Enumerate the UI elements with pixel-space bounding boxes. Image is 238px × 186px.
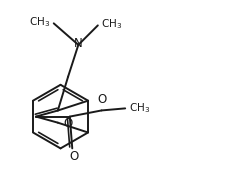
Text: O: O: [63, 117, 72, 130]
Text: O: O: [97, 93, 106, 106]
Text: CH$_3$: CH$_3$: [101, 17, 122, 31]
Text: CH$_3$: CH$_3$: [129, 101, 150, 115]
Text: CH$_3$: CH$_3$: [30, 15, 51, 29]
Text: N: N: [74, 37, 83, 50]
Text: O: O: [69, 150, 79, 163]
